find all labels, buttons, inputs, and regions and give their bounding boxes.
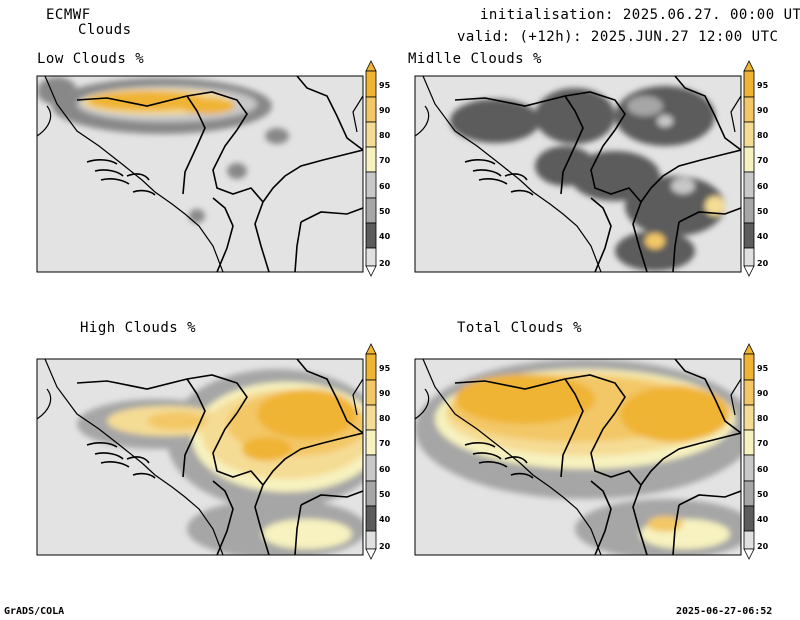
colorbar-tick-label: 60 [379, 182, 391, 191]
colorbar-tick-label: 80 [757, 131, 769, 140]
colorbar-tick-label: 95 [757, 364, 769, 373]
colorbar-tick-label: 40 [379, 515, 391, 524]
colorbar-tick-label: 95 [379, 81, 391, 90]
colorbar-tick-label: 40 [757, 232, 769, 241]
colorbar-tick-label: 50 [757, 207, 769, 216]
colorbar-tick-label: 40 [379, 232, 391, 241]
colorbar-tick-label: 60 [757, 182, 769, 191]
colorbar-high [365, 343, 377, 560]
colorbar-tick-label: 70 [379, 439, 391, 448]
colorbar-tick-label: 80 [757, 414, 769, 423]
panel-middle-clouds [414, 75, 742, 273]
colorbar-tick-label: 20 [379, 542, 391, 551]
colorbar-tick-label: 50 [379, 490, 391, 499]
colorbar-tick-label: 80 [379, 131, 391, 140]
colorbar-total [743, 343, 755, 560]
panel-title-total: Total Clouds % [457, 320, 583, 336]
colorbar-tick-label: 90 [379, 106, 391, 115]
init-time: initialisation: 2025.06.27. 00:00 UTC [480, 7, 800, 23]
colorbar-tick-label: 20 [379, 259, 391, 268]
colorbar-tick-label: 50 [379, 207, 391, 216]
panel-title-middle: Midlle Clouds % [408, 51, 542, 67]
colorbar-middle [743, 60, 755, 277]
panel-high-clouds [36, 358, 364, 556]
footer-credit: GrADS/COLA [4, 606, 65, 617]
colorbar-tick-label: 90 [757, 106, 769, 115]
colorbar-tick-label: 95 [379, 364, 391, 373]
panel-total-clouds [414, 358, 742, 556]
panel-low-clouds [36, 75, 364, 273]
model-name: ECMWF [46, 7, 91, 23]
colorbar-tick-label: 40 [757, 515, 769, 524]
colorbar-tick-label: 50 [757, 490, 769, 499]
colorbar-tick-label: 90 [379, 389, 391, 398]
colorbar-low [365, 60, 377, 277]
valid-time: valid: (+12h): 2025.JUN.27 12:00 UTC [457, 29, 779, 45]
colorbar-tick-label: 90 [757, 389, 769, 398]
colorbar-tick-label: 70 [379, 156, 391, 165]
colorbar-tick-label: 60 [757, 465, 769, 474]
product-name: Clouds [78, 22, 132, 38]
colorbar-tick-label: 60 [379, 465, 391, 474]
colorbar-tick-label: 80 [379, 414, 391, 423]
panel-title-low: Low Clouds % [37, 51, 145, 67]
footer-timestamp: 2025-06-27-06:52 [676, 606, 773, 617]
panel-title-high: High Clouds % [80, 320, 197, 336]
colorbar-tick-label: 20 [757, 542, 769, 551]
colorbar-tick-label: 70 [757, 156, 769, 165]
colorbar-tick-label: 95 [757, 81, 769, 90]
colorbar-tick-label: 70 [757, 439, 769, 448]
colorbar-tick-label: 20 [757, 259, 769, 268]
